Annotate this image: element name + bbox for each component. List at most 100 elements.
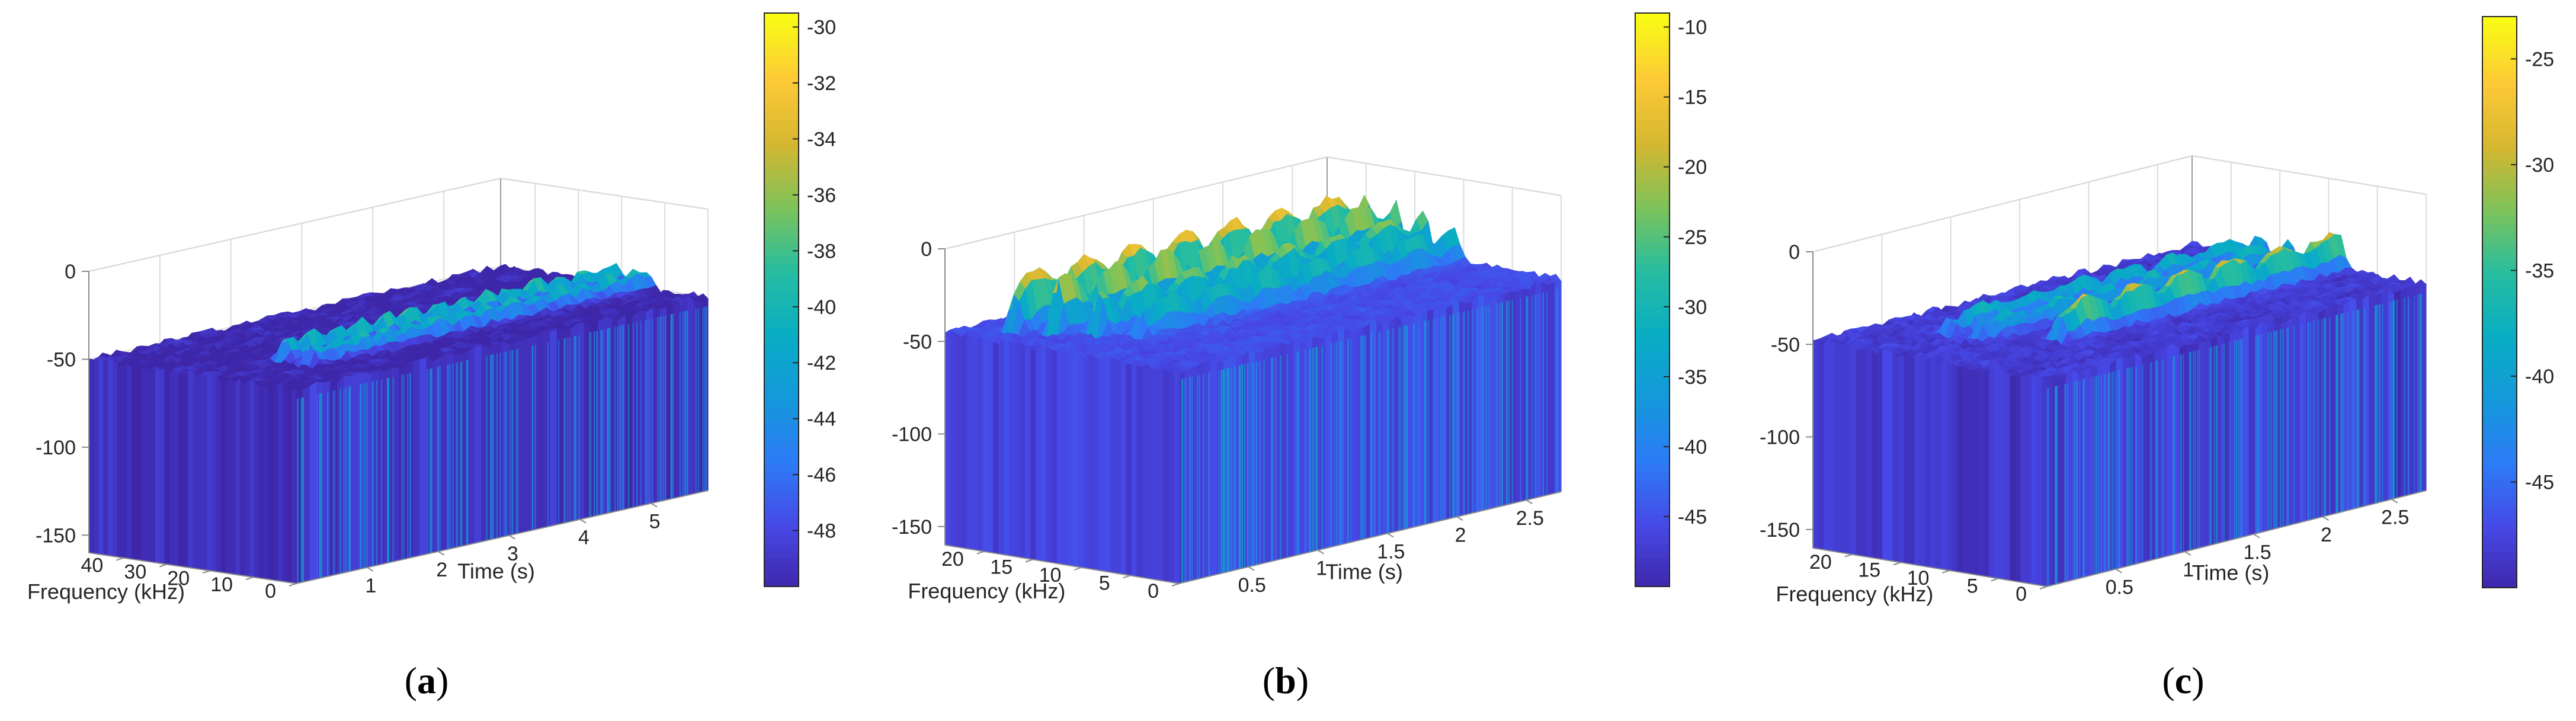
colorbar-segment	[764, 457, 799, 465]
x-axis-title: Time (s)	[457, 559, 535, 584]
colorbar-segment	[764, 386, 799, 393]
colorbar-segment	[764, 85, 799, 92]
x-tick-mark	[367, 568, 373, 571]
skirt-left-strip	[230, 379, 235, 575]
colorbar-segment	[764, 464, 799, 472]
skirt-front-strip	[420, 358, 427, 556]
y-tick-mark	[159, 565, 166, 567]
skirt-front-strip	[482, 345, 489, 541]
skirt-left-strip	[245, 382, 249, 576]
skirt-left-strip	[127, 364, 132, 559]
colorbar-segment	[764, 536, 799, 544]
x-tick-label: 2	[436, 559, 447, 581]
skirt-left-strip	[235, 379, 240, 575]
colorbar-tick-label: -40	[807, 296, 836, 319]
skirt-left-strip	[145, 368, 150, 562]
colorbar-tick-label: -42	[807, 352, 836, 374]
colorbar-segment	[764, 228, 799, 236]
colorbar-segment	[764, 185, 799, 193]
skirt-left-strip	[258, 386, 263, 579]
colorbar-segment	[764, 121, 799, 129]
skirt-left-strip	[254, 381, 258, 578]
skirt-left-strip	[174, 370, 178, 566]
colorbar-tick-label: -46	[807, 464, 836, 486]
y-tick-mark	[289, 584, 296, 586]
y-tick-label: 0	[265, 580, 276, 603]
z-tick-label: -100	[36, 437, 76, 459]
skirt-front-strip	[365, 373, 372, 568]
colorbar-segment	[764, 178, 799, 185]
colorbar-segment	[764, 408, 799, 415]
colorbar-segment	[764, 200, 799, 207]
skirt-front-strip	[351, 374, 358, 571]
colorbar-tick-label: -38	[807, 240, 836, 262]
skirt-front-strip	[331, 381, 338, 576]
colorbar-segment	[764, 221, 799, 229]
colorbar-segment	[764, 235, 799, 243]
gridline	[89, 178, 501, 271]
skirt-left-strip	[273, 386, 277, 581]
colorbar-segment	[764, 286, 799, 293]
colorbar-tick-label: -36	[807, 184, 836, 207]
colorbar-tick-label: -32	[807, 72, 836, 95]
colorbar-segment	[764, 551, 799, 559]
skirt-left-strip	[132, 367, 136, 560]
colorbar-segment	[764, 278, 799, 286]
colorbar-segment	[764, 242, 799, 250]
skirt-left-strip	[291, 389, 296, 584]
skirt-left-strip	[136, 367, 141, 560]
skirt-front-strip	[468, 347, 475, 544]
skirt-front-strip	[310, 382, 317, 581]
colorbar-segment	[764, 214, 799, 222]
colorbar-segment	[764, 443, 799, 451]
colorbar-segment	[764, 400, 799, 408]
colorbar-segment	[764, 364, 799, 372]
skirt-front-strip	[536, 331, 543, 530]
skirt-front-strip	[495, 341, 502, 539]
skirt-left-strip	[113, 360, 117, 557]
z-tick-label: 0	[65, 261, 76, 283]
colorbar-segment	[764, 27, 799, 35]
skirt-left-strip	[155, 367, 159, 563]
colorbar-segment	[764, 350, 799, 358]
skirt-left-strip	[150, 367, 155, 562]
skirt-left-strip	[240, 379, 245, 576]
skirt-left-strip	[226, 379, 230, 574]
skirt-left-strip	[98, 357, 103, 555]
colorbar-segment	[764, 164, 799, 171]
colorbar-segment	[764, 494, 799, 501]
colorbar-segment	[764, 106, 799, 114]
skirt-left-strip	[117, 364, 122, 557]
colorbar-segment	[764, 501, 799, 508]
skirt-left-strip	[193, 371, 197, 569]
y-tick-label: 10	[210, 573, 233, 596]
colorbar-segment	[764, 34, 799, 42]
skirt-front-strip	[550, 329, 558, 526]
colorbar-segment	[764, 156, 799, 164]
skirt-left-strip	[287, 390, 291, 582]
colorbar-segment	[764, 113, 799, 121]
z-tick-label: -150	[36, 524, 76, 547]
skirt-left-strip	[207, 375, 212, 571]
colorbar-segment	[764, 13, 799, 21]
colorbar-segment	[764, 343, 799, 351]
colorbar-segment	[764, 207, 799, 214]
z-tick-label: -50	[47, 348, 76, 371]
gridline	[1327, 157, 1561, 196]
colorbar-segment	[764, 128, 799, 136]
colorbar-segment	[764, 357, 799, 365]
colorbar-segment	[764, 508, 799, 515]
colorbar-segment	[764, 78, 799, 85]
colorbar-segment	[764, 379, 799, 386]
colorbar-segment	[764, 63, 799, 71]
skirt-front-strip	[475, 345, 482, 543]
colorbar-segment	[764, 522, 799, 530]
skirt-front-strip	[440, 354, 447, 551]
colorbar-segment	[764, 71, 799, 78]
colorbar-segment	[764, 450, 799, 458]
skirt-left-strip	[122, 364, 127, 558]
x-tick-mark	[651, 504, 657, 507]
gridline	[501, 178, 708, 209]
skirt-front-strip	[543, 331, 550, 528]
